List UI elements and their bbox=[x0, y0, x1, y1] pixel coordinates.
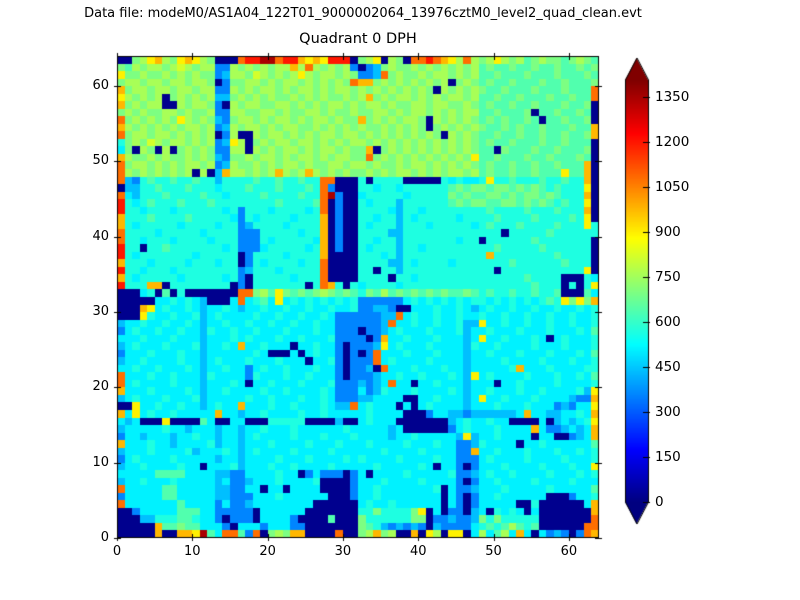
colorbar-tick-label: 450 bbox=[655, 359, 681, 376]
x-tick-label: 40 bbox=[409, 544, 427, 559]
colorbar-tick-label: 1200 bbox=[655, 134, 690, 151]
x-tick-label: 10 bbox=[184, 544, 201, 559]
x-tick-label: 0 bbox=[112, 544, 122, 559]
colorbar-tick-label: 150 bbox=[655, 449, 681, 466]
x-tick-label: 20 bbox=[259, 544, 276, 559]
y-tick-label: 60 bbox=[92, 78, 109, 94]
y-tick-label: 0 bbox=[100, 530, 109, 545]
x-tick-label: 30 bbox=[334, 544, 352, 559]
x-tick-label: 50 bbox=[485, 544, 502, 559]
colorbar-tick-label: 900 bbox=[655, 224, 681, 241]
x-tick-label: 60 bbox=[560, 544, 578, 559]
plot-title: Quadrant 0 DPH bbox=[299, 31, 417, 47]
y-tick-label: 30 bbox=[92, 304, 109, 320]
colorbar-tick-label: 1350 bbox=[655, 89, 690, 106]
y-tick-label: 20 bbox=[92, 379, 109, 395]
colorbar-tick-label: 0 bbox=[655, 494, 664, 510]
y-tick-label: 40 bbox=[92, 228, 109, 244]
y-tick-label: 50 bbox=[92, 153, 109, 169]
colorbar-tick-label: 1050 bbox=[655, 179, 690, 196]
colorbar-tick-label: 750 bbox=[655, 269, 681, 286]
colorbar-tick-label: 300 bbox=[655, 404, 681, 421]
data-file-label: Data file: modeM0/AS1A04_122T01_90000020… bbox=[84, 6, 642, 21]
y-tick-label: 10 bbox=[92, 454, 109, 470]
colorbar-tick-label: 600 bbox=[655, 314, 681, 331]
